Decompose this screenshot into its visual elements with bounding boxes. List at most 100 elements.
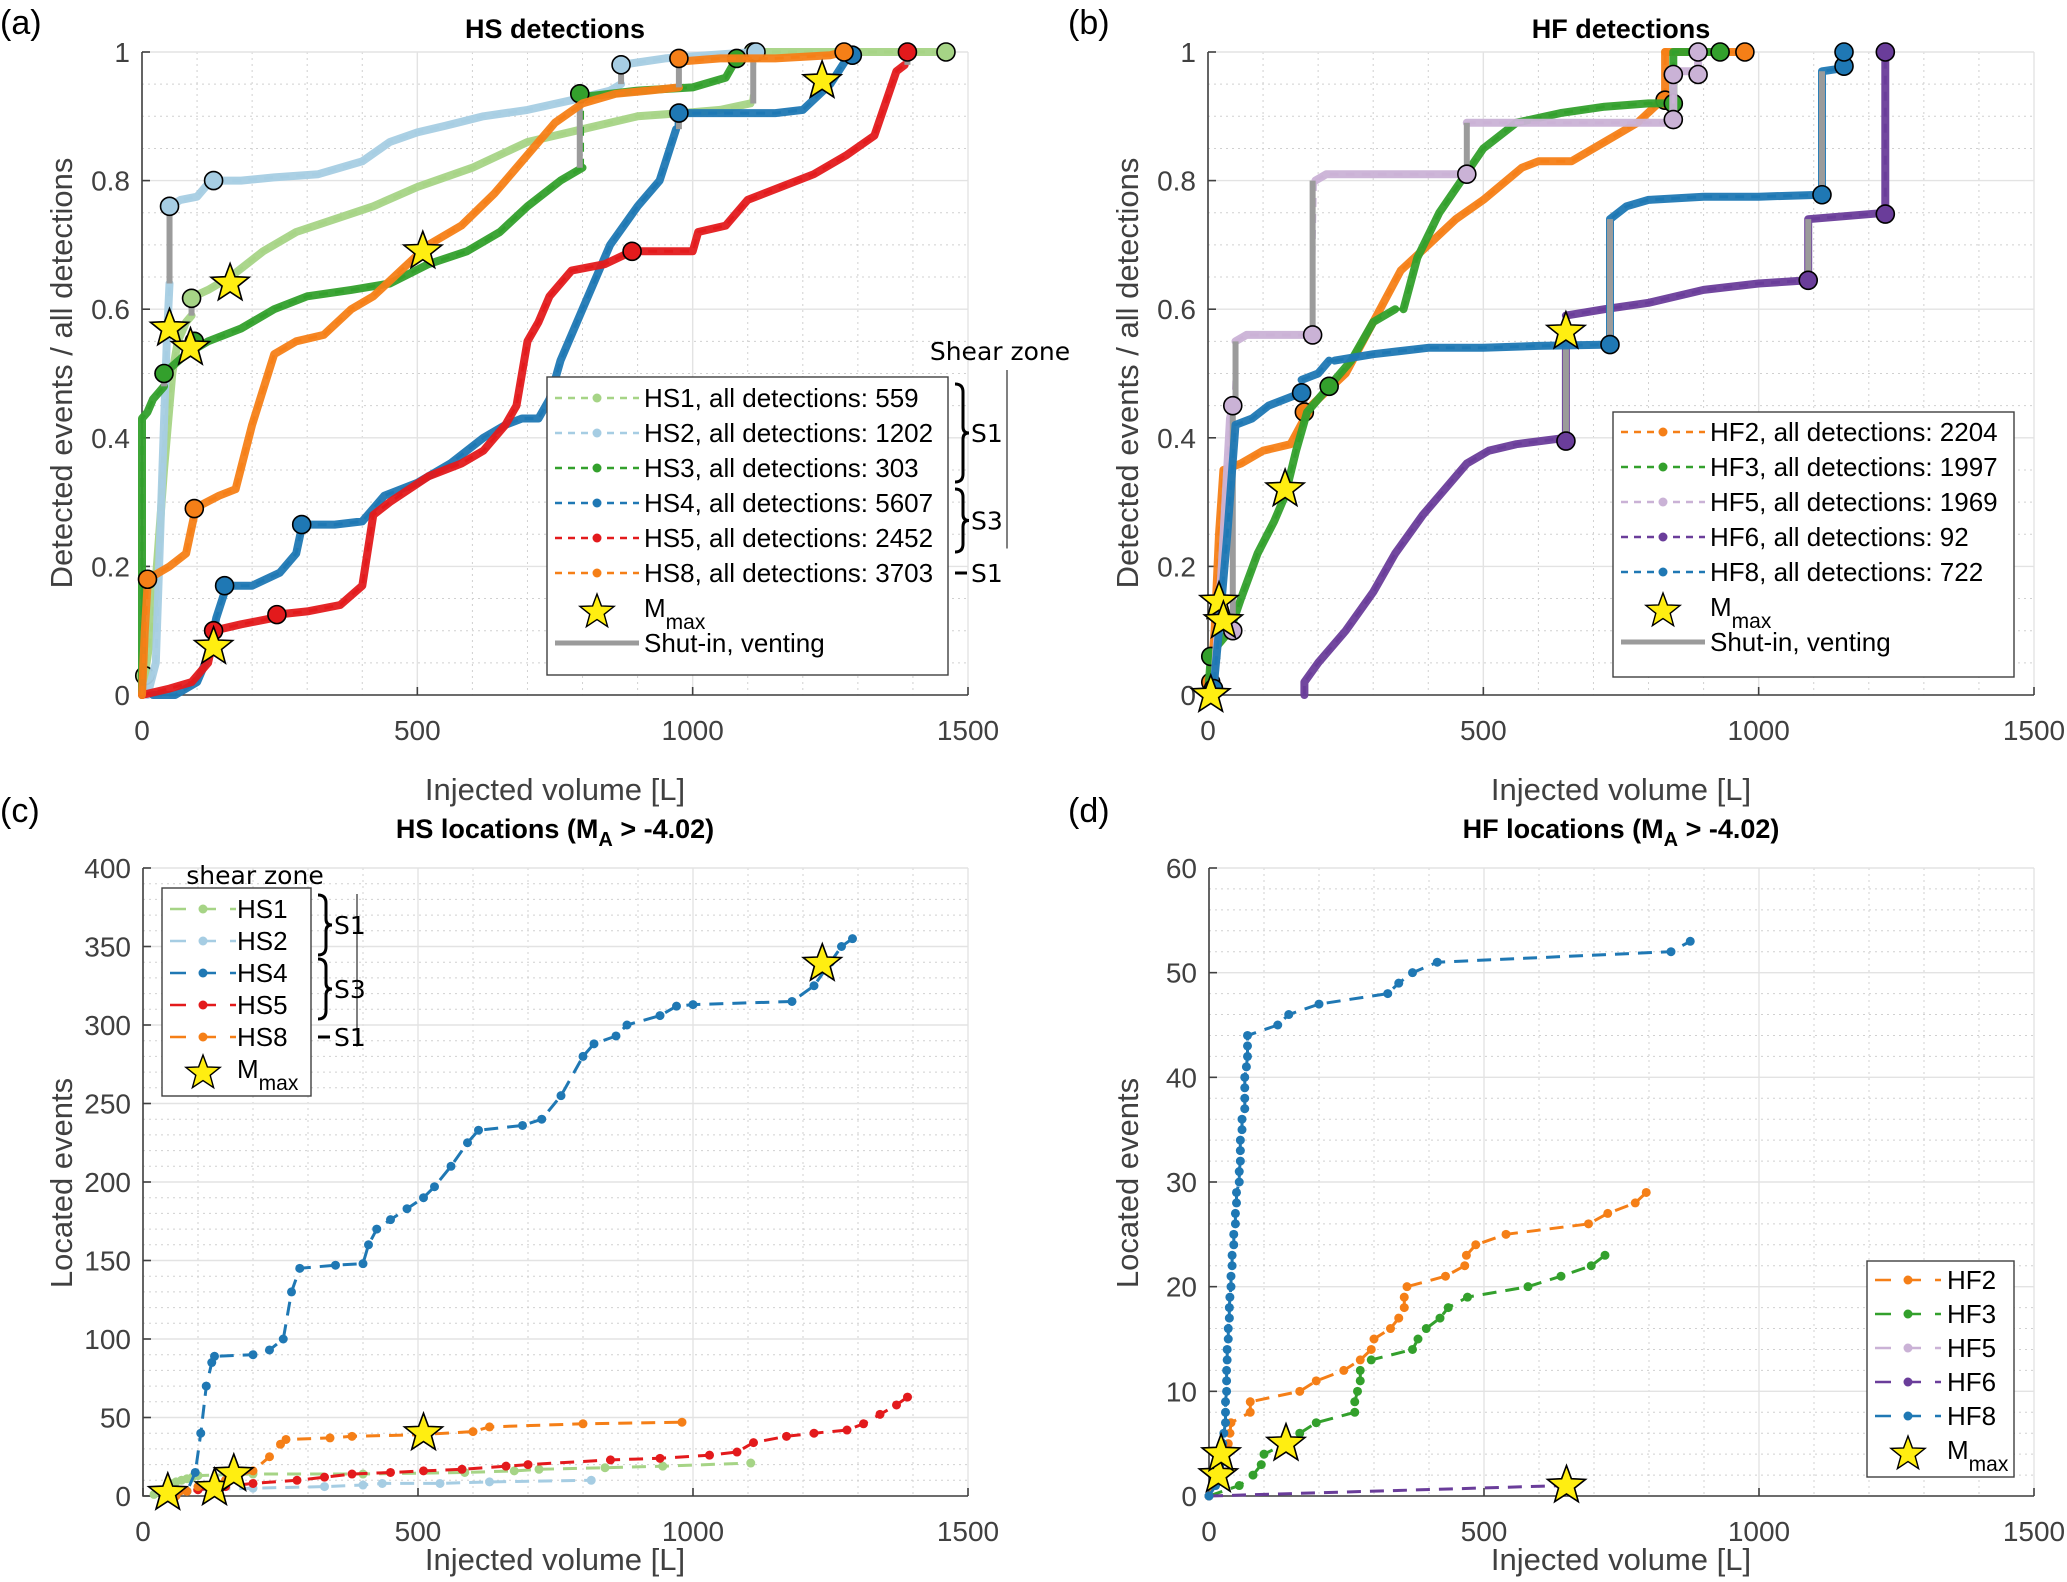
series-line bbox=[1311, 170, 1471, 185]
data-point bbox=[1230, 1219, 1240, 1229]
data-point bbox=[419, 1193, 428, 1203]
data-point bbox=[1463, 1292, 1472, 1302]
data-point bbox=[1339, 1365, 1349, 1375]
y-axis-label-c: Located events bbox=[44, 1078, 79, 1288]
legend-label: HF2 bbox=[1947, 1265, 1996, 1295]
data-point bbox=[1666, 947, 1676, 957]
legend-marker-swatch bbox=[1658, 427, 1668, 437]
stage-marker bbox=[1222, 395, 1243, 416]
stage-marker bbox=[1600, 334, 1620, 355]
panel-label-b: (b) bbox=[1068, 4, 1110, 42]
data-point bbox=[1399, 1292, 1409, 1302]
legend-box bbox=[161, 887, 312, 1097]
x-axis-label-b: Injected volume [L] bbox=[1491, 772, 1751, 807]
data-point bbox=[1226, 1271, 1236, 1281]
series-line bbox=[143, 511, 199, 584]
data-point bbox=[586, 1475, 596, 1485]
data-point bbox=[556, 1091, 566, 1101]
shear-zone-title: shear zone bbox=[186, 861, 323, 890]
x-tick-label: 1500 bbox=[2003, 715, 2065, 746]
stage-marker bbox=[936, 42, 956, 62]
y-tick-label: 0.6 bbox=[91, 294, 130, 325]
series-dashed-line bbox=[632, 63, 906, 253]
shear-zone-brace bbox=[954, 487, 970, 554]
stage-marker bbox=[1688, 42, 1708, 62]
legend-item-HF5: HF5 bbox=[1875, 1333, 1996, 1363]
data-point bbox=[534, 1464, 544, 1474]
legend-a: HS1, all detections: 559 HS2, all detecti… bbox=[546, 337, 1070, 676]
shear-zone-label: S3 bbox=[334, 975, 366, 1004]
data-point bbox=[1584, 1219, 1593, 1229]
data-point bbox=[688, 1000, 698, 1010]
x-tick-label: 500 bbox=[395, 1516, 442, 1547]
legend-label: HS3, all detections: 303 bbox=[644, 453, 919, 483]
y-tick-label: 150 bbox=[84, 1246, 131, 1277]
panel-a-hs-detections: (a) HS detections 0 500 1000 1500 0 0.2 0.4 0.6… bbox=[0, 4, 1070, 807]
legend-marker-swatch bbox=[198, 904, 208, 914]
chart-title-a: HS detections bbox=[465, 14, 645, 44]
y-tick-label: 0.4 bbox=[1157, 423, 1196, 454]
data-point bbox=[196, 1428, 206, 1438]
data-point bbox=[518, 1120, 527, 1130]
data-point bbox=[1235, 1156, 1245, 1166]
series-line bbox=[1606, 190, 1826, 349]
data-point bbox=[842, 1425, 852, 1435]
data-point bbox=[281, 1434, 291, 1444]
legend-item-shutin: Shut-in, venting bbox=[1621, 627, 1891, 657]
title-main-c: HS locations (M bbox=[396, 814, 599, 844]
series-line bbox=[1818, 64, 1848, 199]
y-tick-label: 0.6 bbox=[1157, 294, 1196, 325]
series-line bbox=[212, 80, 626, 185]
legend-marker-swatch bbox=[198, 1032, 208, 1042]
data-point bbox=[1241, 1062, 1251, 1072]
y-axis-label-a: Detected events / all detections bbox=[44, 158, 79, 589]
data-point bbox=[1273, 1020, 1283, 1030]
data-point bbox=[358, 1480, 368, 1490]
legend-label: HS4, all detections: 5607 bbox=[644, 488, 933, 518]
y-tick-label: 50 bbox=[100, 1403, 131, 1434]
data-point bbox=[292, 1475, 302, 1485]
legend-label-subscript: max bbox=[1732, 610, 1772, 633]
series-HS5 bbox=[138, 42, 918, 699]
data-point bbox=[658, 1461, 668, 1471]
mmax-star-icon bbox=[146, 1470, 189, 1511]
legend-marker-swatch bbox=[592, 533, 602, 543]
series-line bbox=[1297, 356, 1334, 384]
series-line bbox=[1804, 208, 1890, 285]
stage-marker bbox=[1663, 64, 1684, 85]
x-tick-label: 1500 bbox=[2003, 1516, 2065, 1547]
data-point bbox=[1350, 1397, 1360, 1407]
data-point bbox=[358, 1259, 368, 1269]
x-tick-label: 1500 bbox=[937, 715, 999, 746]
data-point bbox=[732, 1447, 742, 1457]
data-point bbox=[1369, 1334, 1379, 1344]
mmax-star-icon bbox=[800, 58, 844, 99]
legend-label: HF5 bbox=[1947, 1333, 1996, 1363]
plot-area-a: 0 500 1000 1500 0 0.2 0.4 0.6 0.8 1 HS1, all detec… bbox=[91, 37, 1070, 746]
y-tick-label: 0.2 bbox=[91, 551, 130, 582]
panel-label-a: (a) bbox=[0, 4, 42, 42]
plot-area-c: 0 500 1000 1500050100150200250300350400HS1H… bbox=[84, 853, 999, 1547]
data-point bbox=[1221, 1407, 1230, 1417]
shear-zone-brace bbox=[954, 382, 970, 484]
data-point bbox=[1232, 1187, 1241, 1197]
data-point bbox=[501, 1461, 511, 1471]
data-point bbox=[347, 1469, 357, 1479]
y-tick-label: 10 bbox=[1166, 1376, 1197, 1407]
data-point bbox=[1223, 1324, 1233, 1334]
legend-item-HF6: HF6, all detections: 92 bbox=[1621, 522, 1969, 552]
data-point bbox=[1256, 1460, 1266, 1470]
legend-item-HS5: HS5, all detections: 2452 bbox=[555, 523, 933, 553]
stage-marker bbox=[267, 604, 287, 625]
mmax-star-icon bbox=[1545, 1463, 1588, 1504]
series-HF6 bbox=[1300, 42, 1896, 699]
data-point bbox=[1243, 1041, 1252, 1051]
y-tick-label: 0 bbox=[1180, 680, 1196, 711]
legend-label: HS5, all detections: 2452 bbox=[644, 523, 933, 553]
legend-marker-swatch bbox=[1903, 1309, 1913, 1319]
series-HS5 bbox=[166, 1392, 912, 1498]
series-line bbox=[220, 523, 306, 590]
y-axis-label-d: Located events bbox=[1110, 1078, 1145, 1288]
